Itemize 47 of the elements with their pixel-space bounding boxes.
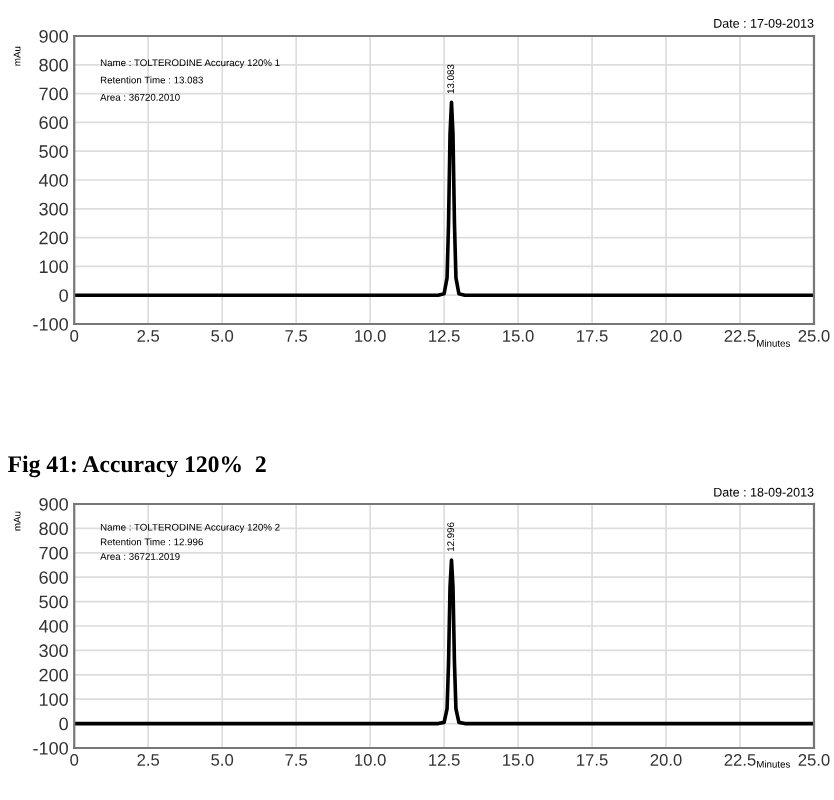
x-tick-label: 5.0 — [211, 754, 234, 766]
x-tick-label: 22.5 — [724, 754, 756, 766]
y-tick-label: 0 — [59, 289, 68, 302]
x-tick-label: 22.5 — [724, 330, 756, 342]
y-tick-label: 800 — [39, 58, 68, 72]
y-tick-label: 700 — [39, 546, 68, 560]
chart-title: Fig 41: Accuracy 120% 2 — [8, 455, 266, 478]
y-tick-label: 700 — [39, 87, 68, 101]
x-tick-label: 10.0 — [355, 754, 386, 766]
y-tick-label: 400 — [38, 173, 68, 187]
y-tick-label: 600 — [39, 571, 68, 584]
x-tick-label: 20.0 — [650, 330, 682, 342]
x-tick-label: 2.5 — [137, 330, 160, 342]
y-tick-label: 500 — [39, 145, 68, 158]
y-tick-label: 900 — [39, 29, 68, 43]
x-tick-label: 2.5 — [137, 754, 160, 766]
x-tick-label: 0 — [70, 330, 79, 342]
x-tick-label: 0 — [70, 754, 79, 766]
x-tick-label: 25.0 — [798, 754, 830, 766]
x-tick-label: 10.0 — [355, 330, 386, 342]
y-tick-label: 400 — [38, 619, 68, 633]
y-tick-label: 900 — [39, 497, 68, 511]
y-tick-label: 800 — [39, 522, 68, 536]
x-tick-label: 12.5 — [429, 754, 460, 766]
x-tick-label: 5.0 — [211, 330, 234, 342]
x-tick-label: 17.5 — [577, 754, 608, 766]
y-tick-label: -100 — [33, 741, 68, 755]
x-tick-label: 15.0 — [503, 330, 534, 342]
x-tick-label: 7.5 — [285, 330, 308, 342]
x-tick-label: 15.0 — [503, 754, 534, 766]
y-tick-label: 200 — [39, 668, 68, 682]
x-tick-label: 17.5 — [577, 330, 608, 342]
y-tick-label: 200 — [39, 231, 68, 245]
y-tick-label: 300 — [39, 202, 68, 216]
y-tick-label: 0 — [59, 717, 68, 731]
y-tick-label: 600 — [39, 116, 68, 130]
x-tick-label: 7.5 — [285, 754, 308, 766]
line-series — [74, 100, 814, 298]
y-tick-label: 300 — [39, 644, 68, 658]
x-tick-label: 12.5 — [429, 330, 460, 342]
x-tick-label: 20.0 — [650, 754, 682, 766]
x-tick-label: 25.0 — [798, 330, 830, 342]
line-series — [74, 558, 814, 726]
y-tick-label: -100 — [33, 317, 68, 331]
y-tick-label: 100 — [39, 260, 68, 274]
y-tick-label: 100 — [39, 693, 68, 706]
y-tick-label: 500 — [39, 595, 68, 609]
